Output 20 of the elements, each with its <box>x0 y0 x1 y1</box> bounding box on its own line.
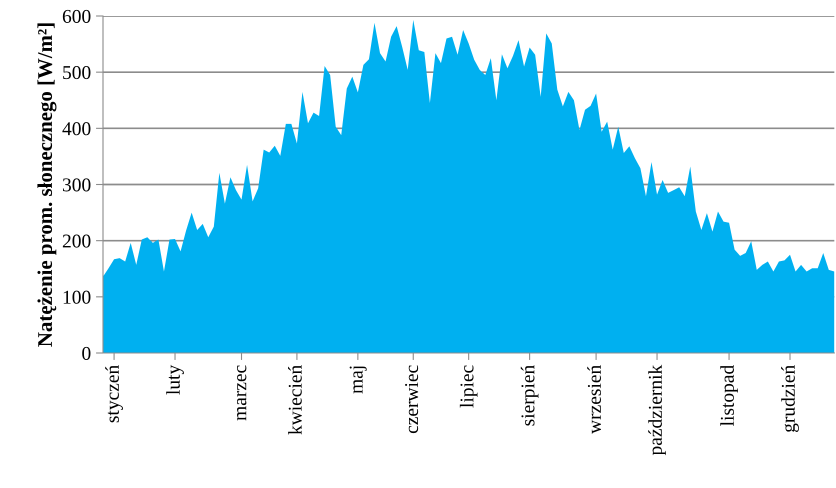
x-tick-label: maj <box>350 366 367 394</box>
y-tick-label: 200 <box>62 234 90 248</box>
y-tick-label: 500 <box>63 66 90 80</box>
x-tick-label: październik <box>648 364 666 456</box>
y-tick-label: 400 <box>62 122 90 136</box>
x-tick-label: marzec <box>237 365 246 421</box>
x-tick-label: styczeń <box>105 365 123 422</box>
x-tick-label: sierpień <box>520 365 538 426</box>
y-tick-label: 0 <box>82 346 90 360</box>
x-tick-label: wrzesień <box>587 365 601 434</box>
x-tick-label: czerwiec <box>405 365 418 434</box>
x-tick-label: luty <box>166 364 184 395</box>
x-tick-label: kwiecień <box>288 365 302 435</box>
x-tick-label: lipiec <box>460 365 478 408</box>
x-tick-label: grudzień <box>781 365 799 432</box>
y-tick-label: 600 <box>62 10 90 23</box>
x-tick-label: listopad <box>720 365 738 426</box>
y-tick-label: 300 <box>62 178 90 192</box>
y-axis-title: Natężenie prom. słonecznego [W/m²] <box>37 23 56 347</box>
y-tick-label: 100 <box>64 290 90 304</box>
